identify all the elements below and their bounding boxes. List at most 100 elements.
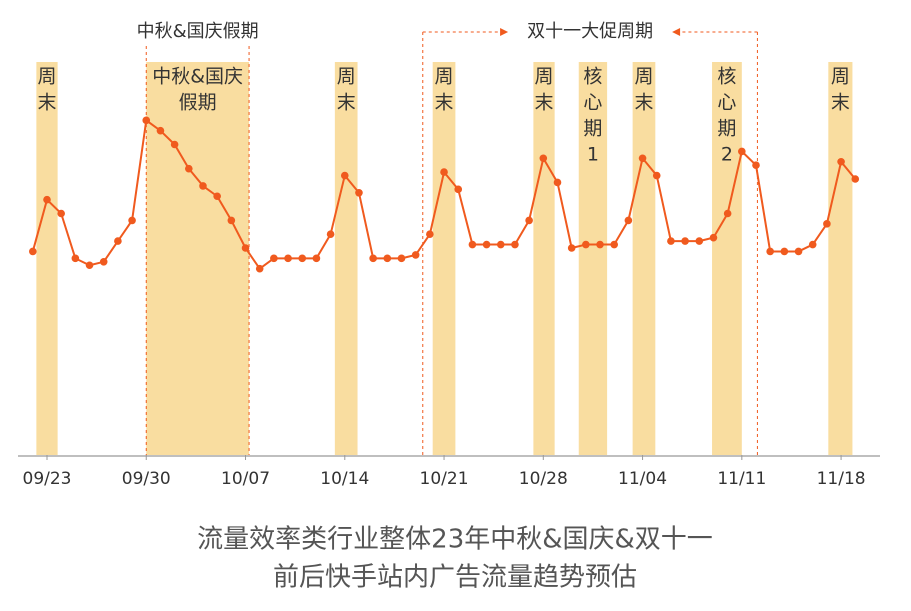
- band: [146, 62, 250, 455]
- band-label: 核: [717, 66, 736, 88]
- periods: 中秋&国庆假期 双十一大促周期: [137, 21, 758, 455]
- data-point: [369, 254, 377, 263]
- band: [632, 62, 656, 455]
- band-label: 核: [583, 66, 602, 88]
- data-point: [85, 261, 94, 270]
- data-point: [539, 154, 548, 163]
- data-point: [553, 178, 562, 187]
- x-tick-label: 11/18: [817, 469, 866, 489]
- data-point: [667, 237, 675, 245]
- band-label: 末: [435, 92, 454, 114]
- data-point: [695, 237, 704, 245]
- data-point: [582, 240, 590, 249]
- data-point: [270, 254, 278, 263]
- data-point: [411, 251, 420, 259]
- data-point: [681, 237, 689, 245]
- data-point: [851, 175, 860, 183]
- data-point: [511, 240, 519, 249]
- data-point: [383, 254, 392, 263]
- data-point: [156, 126, 165, 135]
- data-point: [596, 240, 604, 249]
- x-tick-label: 10/07: [221, 469, 270, 489]
- band-label: 周: [634, 66, 653, 88]
- band: [578, 62, 608, 455]
- data-point: [170, 140, 179, 149]
- data-point: [823, 220, 831, 228]
- arrow-head: [500, 28, 509, 36]
- data-point: [610, 240, 618, 249]
- data-point: [454, 185, 463, 194]
- band-label: 期: [717, 118, 736, 140]
- data-point: [99, 258, 108, 266]
- data-point: [482, 240, 491, 249]
- band: [828, 62, 853, 455]
- data-point: [57, 209, 65, 218]
- data-point: [652, 171, 661, 180]
- plot: [29, 116, 860, 273]
- band: [533, 62, 555, 455]
- band-label: 周: [535, 66, 554, 88]
- period-label: 双十一大促周期: [527, 21, 653, 42]
- band-label: 期: [583, 118, 602, 140]
- band: [432, 62, 456, 455]
- chart-title: 前后快手站内广告流量趋势预估: [273, 563, 637, 593]
- data-point: [709, 233, 718, 242]
- band-label: 周: [831, 66, 850, 88]
- band-label: 中秋&国庆: [152, 66, 243, 88]
- band: [712, 62, 742, 455]
- data-point: [837, 157, 845, 166]
- axis-labels: 09/23 09/30 10/07 10/14 10/21 10/28 11/04 11/11…: [23, 455, 866, 489]
- data-point: [780, 247, 789, 256]
- band-label: 末: [634, 92, 653, 114]
- data-point: [525, 216, 533, 225]
- data-point: [255, 264, 264, 273]
- data-point: [71, 254, 80, 263]
- data-point: [142, 116, 151, 125]
- band-label: 末: [831, 92, 850, 114]
- x-tick-label: 09/23: [23, 469, 72, 489]
- data-point: [326, 230, 335, 238]
- data-point: [426, 230, 434, 238]
- data-point: [752, 161, 760, 169]
- data-point: [227, 216, 236, 225]
- data-point: [794, 247, 803, 256]
- data-point: [624, 216, 633, 225]
- band-label: 周: [37, 66, 56, 88]
- data-point: [284, 254, 292, 263]
- data-point: [638, 154, 647, 163]
- data-point: [496, 240, 505, 249]
- band-label: 末: [535, 92, 554, 114]
- data-point: [440, 168, 448, 176]
- band-label: 1: [587, 144, 599, 166]
- data-point: [766, 247, 774, 256]
- x-tick-label: 10/28: [519, 469, 568, 489]
- period-label: 中秋&国庆假期: [137, 21, 259, 42]
- band-label: 心: [717, 92, 736, 114]
- data-point: [340, 171, 349, 180]
- data-point: [298, 254, 307, 263]
- data-point: [128, 216, 136, 225]
- data-point: [355, 189, 363, 197]
- x-tick-label: 09/30: [122, 469, 171, 489]
- data-point: [397, 254, 406, 263]
- data-point: [114, 237, 122, 245]
- band-label: 周: [337, 66, 356, 88]
- data-point: [808, 240, 817, 249]
- x-tick-label: 10/14: [320, 469, 369, 489]
- data-point: [241, 244, 250, 252]
- band-label: 2: [721, 144, 733, 166]
- band: [334, 62, 358, 455]
- band-label: 周: [435, 66, 454, 88]
- band-label: 心: [583, 92, 602, 114]
- x-tick-label: 11/11: [717, 469, 766, 489]
- x-tick-label: 11/04: [618, 469, 667, 489]
- data-point: [185, 164, 193, 173]
- band-label: 末: [337, 92, 356, 114]
- chart-title: 流量效率类行业整体23年中秋&国庆&双十一: [197, 525, 713, 555]
- data-point: [43, 195, 51, 204]
- data-point: [567, 244, 576, 252]
- data-point: [468, 240, 477, 249]
- data-point: [723, 209, 732, 218]
